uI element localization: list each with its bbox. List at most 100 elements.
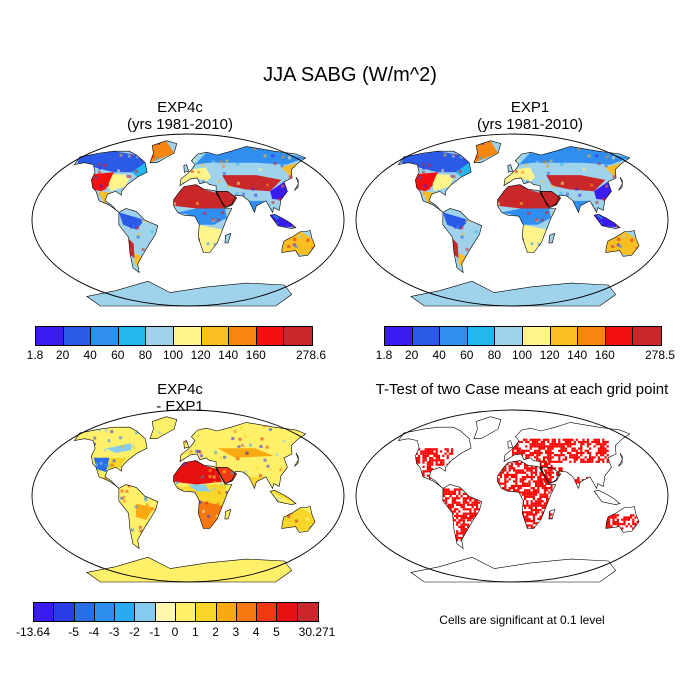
field-speckle: [216, 502, 220, 506]
coastline-samerica: [442, 208, 483, 274]
significant-cell: [515, 511, 518, 514]
field-speckle: [582, 167, 586, 171]
significant-cell: [442, 506, 446, 509]
field-speckle: [259, 445, 263, 448]
field-speckle: [79, 234, 83, 238]
field-speckle: [131, 225, 135, 229]
field-speckle: [497, 218, 501, 222]
significant-cell: [537, 491, 540, 494]
significant-cell: [451, 470, 454, 473]
field-speckle: [267, 512, 271, 516]
field-speckle: [406, 232, 410, 236]
significant-cell: [475, 534, 479, 537]
significant-cell: [535, 513, 538, 516]
field-speckle: [266, 464, 270, 468]
field-speckle: [103, 476, 107, 480]
significant-cell: [460, 536, 463, 539]
field-speckle: [645, 167, 648, 170]
field-speckle: [213, 146, 216, 149]
field-region: [108, 174, 132, 192]
field-speckle: [74, 214, 78, 218]
field-speckle: [120, 542, 124, 546]
significant-cell: [535, 489, 538, 492]
field-speckle: [277, 263, 281, 267]
field-speckle: [58, 501, 61, 504]
significant-cell: [456, 488, 459, 491]
significant-cell: [508, 467, 511, 470]
field-speckle: [630, 199, 634, 202]
field-speckle: [399, 146, 403, 150]
significant-cell: [524, 506, 527, 509]
field-speckle: [86, 263, 90, 267]
significant-cell: [606, 449, 609, 452]
field-speckle: [198, 500, 202, 504]
field-speckle: [384, 222, 387, 225]
significant-cell: [442, 532, 446, 535]
colorbar-swatch: [74, 603, 95, 621]
field-speckle: [89, 421, 93, 425]
significant-cell: [625, 525, 628, 528]
significant-cell: [560, 480, 563, 483]
significant-cell: [548, 487, 551, 490]
significant-cell: [549, 456, 552, 459]
field-region: [216, 191, 237, 208]
field-speckle: [148, 426, 152, 430]
significant-cell: [453, 510, 457, 513]
field-speckle: [390, 230, 393, 233]
field-speckle: [205, 474, 209, 478]
field-speckle: [196, 529, 200, 533]
significant-cell: [532, 522, 535, 525]
field-speckle: [202, 509, 205, 513]
significant-cell: [556, 443, 559, 446]
significant-cell: [539, 478, 542, 481]
field-speckle: [67, 482, 70, 485]
field-speckle: [219, 456, 223, 460]
field-speckle: [153, 507, 157, 511]
field-speckle: [247, 497, 250, 501]
field-speckle: [518, 149, 522, 153]
significant-cell: [605, 523, 608, 526]
field-speckle: [195, 202, 199, 205]
significant-cell: [546, 513, 549, 516]
field-speckle: [77, 473, 81, 477]
field-speckle: [212, 475, 216, 479]
field-speckle: [45, 242, 48, 245]
field-speckle: [29, 417, 32, 420]
significant-cell: [549, 478, 552, 481]
field-speckle: [618, 244, 622, 248]
significant-cell: [499, 517, 502, 520]
field-speckle: [601, 242, 605, 246]
significant-cell: [534, 438, 537, 441]
field-speckle: [127, 192, 131, 196]
significant-cell: [447, 530, 450, 533]
significant-cell: [513, 469, 516, 472]
significant-cell: [541, 511, 544, 514]
field-speckle: [415, 143, 419, 147]
field-speckle: [83, 256, 87, 260]
field-speckle: [170, 526, 174, 530]
significant-cell: [508, 487, 511, 490]
significant-cell: [473, 514, 476, 517]
field-speckle: [432, 272, 436, 276]
field-speckle: [539, 257, 542, 261]
significant-cell: [504, 502, 507, 505]
field-speckle: [423, 213, 427, 217]
field-speckle: [636, 196, 640, 200]
significant-cell: [548, 520, 551, 523]
field-speckle: [487, 200, 491, 204]
significant-cell: [440, 474, 443, 477]
significant-cell: [571, 443, 574, 446]
significant-cell: [578, 451, 581, 455]
field-speckle: [244, 233, 247, 237]
significant-cell: [556, 445, 559, 448]
significant-cell: [451, 448, 454, 451]
significant-cell: [532, 495, 535, 498]
significant-cell: [519, 522, 522, 525]
field-speckle: [589, 227, 593, 231]
significant-cell: [582, 451, 585, 455]
field-speckle: [154, 180, 158, 184]
significant-cell: [440, 459, 443, 462]
field-speckle: [70, 264, 73, 267]
field-speckle: [162, 190, 166, 194]
significant-cell: [508, 478, 511, 481]
